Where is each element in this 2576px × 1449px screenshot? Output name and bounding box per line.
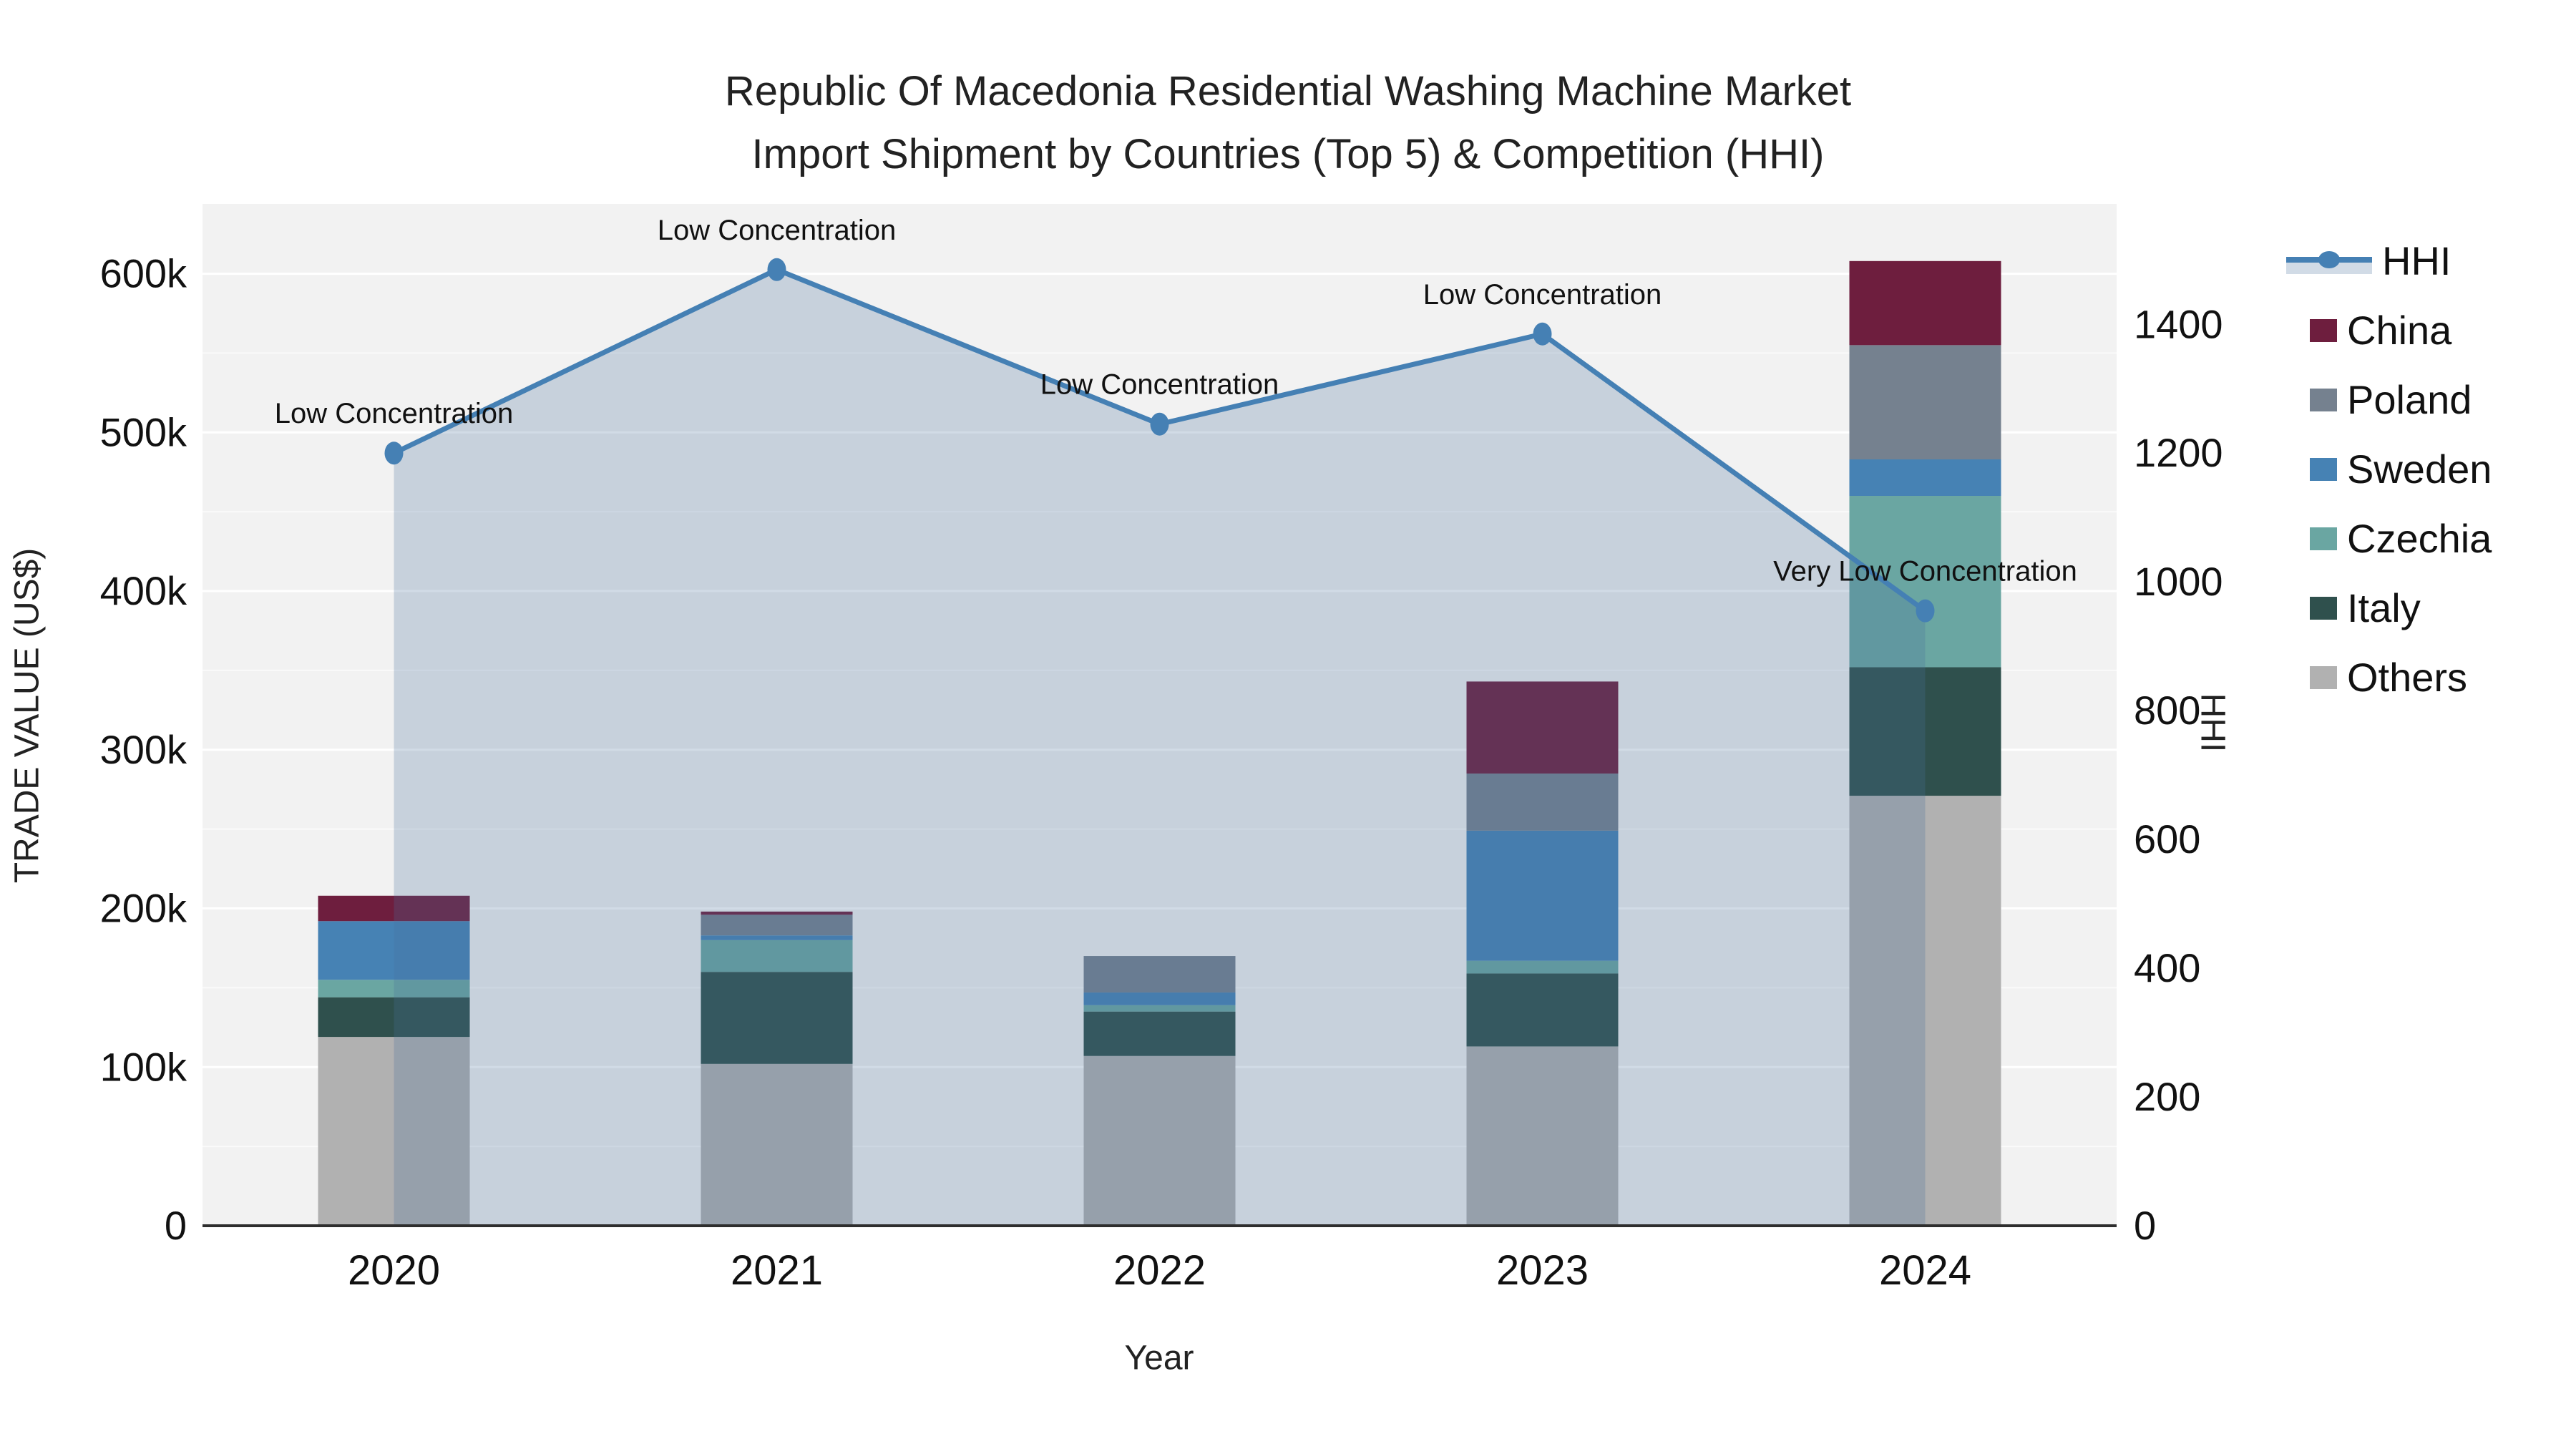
bar-segment-czechia-2022	[1083, 1005, 1236, 1012]
legend-item-hhi[interactable]: HHI	[2286, 226, 2492, 296]
left-tick-300k: 300k	[100, 727, 187, 772]
chart-title: Republic Of Macedonia Residential Washin…	[0, 60, 2576, 186]
bar-segment-others-2024	[1849, 796, 2001, 1226]
bar-segment-sweden-2022	[1083, 992, 1236, 1005]
bar-segment-china-2021	[701, 911, 853, 915]
legend-label: Poland	[2347, 377, 2472, 422]
bar-segment-others-2020	[318, 1037, 470, 1226]
bar-segment-czechia-2024	[1849, 496, 2001, 668]
italy-swatch-icon	[2310, 596, 2337, 620]
bar-segment-poland-2024	[1849, 345, 2001, 459]
hhi-marker-2020	[384, 441, 404, 465]
bar-segment-czechia-2020	[318, 980, 470, 997]
legend-label: HHI	[2382, 238, 2451, 283]
left-tick-500k: 500k	[100, 409, 187, 454]
chart-title-line1: Republic Of Macedonia Residential Washin…	[724, 68, 1852, 114]
x-tick-2021[interactable]: 2021	[731, 1247, 823, 1294]
legend-item-others[interactable]: Others	[2286, 643, 2492, 712]
sweden-swatch-icon	[2310, 457, 2337, 481]
hhi-annotation-2022: Low Concentration	[1040, 369, 1279, 401]
right-tick-800: 800	[2134, 688, 2200, 733]
bar-segment-sweden-2023	[1466, 830, 1619, 961]
left-tick-100k: 100k	[100, 1044, 187, 1089]
bar-segment-italy-2024	[1849, 667, 2001, 796]
bar-segment-others-2023	[1466, 1046, 1619, 1226]
x-tick-2020[interactable]: 2020	[348, 1247, 440, 1294]
china-swatch-icon	[2310, 318, 2337, 342]
right-axis-title: HHI	[2193, 693, 2232, 753]
bar-segment-italy-2020	[318, 997, 470, 1038]
others-swatch-icon	[2310, 665, 2337, 689]
right-tick-1000: 1000	[2134, 559, 2223, 604]
right-tick-0: 0	[2134, 1203, 2156, 1248]
legend-label: Italy	[2347, 585, 2421, 630]
legend: HHI China Poland Sweden Czechia Italy Ot…	[2286, 226, 2492, 712]
bar-segment-sweden-2020	[318, 921, 470, 980]
hhi-area	[394, 269, 1926, 1226]
bar-segment-china-2023	[1466, 681, 1619, 774]
hhi-annotation-2023: Low Concentration	[1423, 279, 1662, 311]
bar-segment-others-2021	[701, 1063, 853, 1226]
bar-segment-italy-2023	[1466, 973, 1619, 1047]
bar-segment-poland-2022	[1083, 956, 1236, 993]
bar-segment-czechia-2021	[701, 940, 853, 972]
right-tick-1200: 1200	[2134, 430, 2223, 475]
legend-label: Czechia	[2347, 516, 2492, 561]
hhi-marker-2021	[767, 258, 786, 281]
bar-segment-italy-2021	[701, 972, 853, 1064]
hhi-marker-2024	[1916, 599, 1935, 623]
hhi-line-icon	[2286, 250, 2372, 274]
hhi-annotation-2020: Low Concentration	[275, 398, 514, 429]
bar-segment-czechia-2023	[1466, 960, 1619, 974]
bar-segment-china-2024	[1849, 260, 2001, 346]
chart-title-line2: Import Shipment by Countries (Top 5) & C…	[751, 131, 1825, 177]
right-tick-200: 200	[2134, 1074, 2200, 1119]
left-tick-0: 0	[165, 1203, 187, 1248]
x-tick-2024[interactable]: 2024	[1879, 1247, 1971, 1294]
legend-item-czechia[interactable]: Czechia	[2286, 504, 2492, 573]
hhi-annotation-2024: Very Low Concentration	[1773, 556, 2077, 587]
right-tick-1400: 1400	[2134, 301, 2223, 346]
legend-label: China	[2347, 308, 2452, 353]
x-tick-2022[interactable]: 2022	[1113, 1247, 1206, 1294]
hhi-annotation-2021: Low Concentration	[658, 215, 897, 246]
bar-segment-italy-2022	[1083, 1011, 1236, 1056]
left-tick-200k: 200k	[100, 886, 187, 931]
left-tick-400k: 400k	[100, 568, 187, 613]
bar-segment-sweden-2021	[701, 935, 853, 940]
bar-segment-poland-2023	[1466, 774, 1619, 831]
legend-item-china[interactable]: China	[2286, 296, 2492, 365]
hhi-marker-2022	[1150, 412, 1169, 436]
x-tick-2023[interactable]: 2023	[1496, 1247, 1589, 1294]
left-axis-title: TRADE VALUE (US$)	[8, 547, 47, 884]
legend-item-sweden[interactable]: Sweden	[2286, 434, 2492, 504]
right-tick-600: 600	[2134, 816, 2200, 862]
czechia-swatch-icon	[2310, 527, 2337, 550]
bar-segment-others-2022	[1083, 1055, 1236, 1226]
legend-item-poland[interactable]: Poland	[2286, 365, 2492, 434]
right-tick-400: 400	[2134, 945, 2200, 990]
bar-segment-poland-2021	[701, 914, 853, 936]
left-tick-600k: 600k	[100, 251, 187, 296]
legend-label: Others	[2347, 655, 2468, 700]
bar-segment-china-2020	[318, 895, 470, 922]
poland-swatch-icon	[2310, 388, 2337, 411]
x-axis-title: Year	[1124, 1339, 1194, 1377]
legend-item-italy[interactable]: Italy	[2286, 573, 2492, 643]
bar-segment-sweden-2024	[1849, 459, 2001, 496]
hhi-marker-2023	[1533, 322, 1552, 346]
legend-label: Sweden	[2347, 447, 2492, 492]
